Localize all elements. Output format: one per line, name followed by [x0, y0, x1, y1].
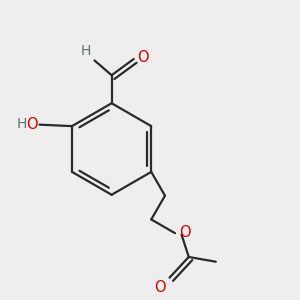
Text: O: O — [26, 117, 38, 132]
Text: H: H — [81, 44, 91, 58]
Text: O: O — [179, 225, 191, 240]
Text: O: O — [154, 280, 165, 295]
Text: H: H — [16, 117, 26, 131]
Text: O: O — [137, 50, 149, 65]
